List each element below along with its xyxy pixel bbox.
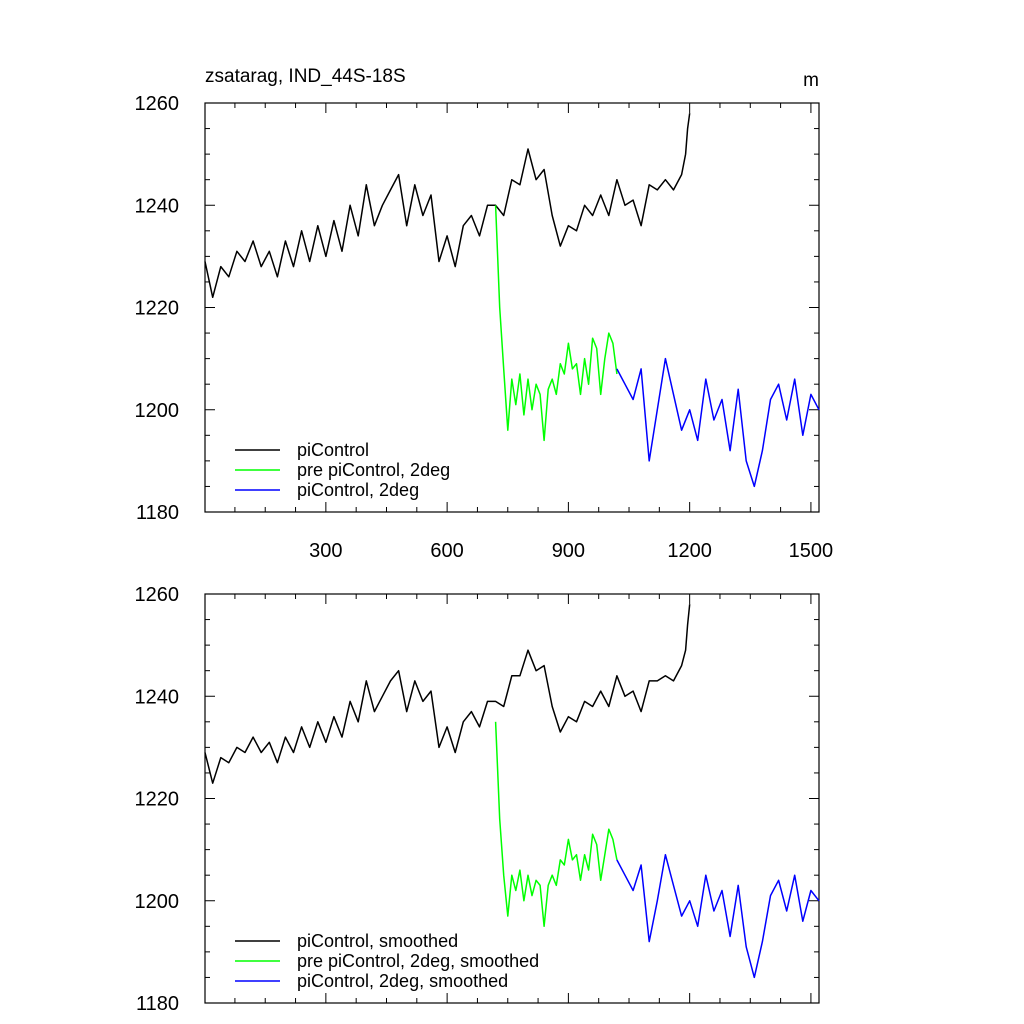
series-line xyxy=(494,721,618,928)
x-tick-label: 300 xyxy=(309,540,342,562)
bottom-panel: 1180 1200 1220 1240 1260 piControl, smoothed… xyxy=(135,584,820,1015)
legend-label: piControl, 2deg xyxy=(297,480,419,500)
series-line xyxy=(204,113,691,299)
axis-ticks: 1180 1200 1220 1240 1260 xyxy=(135,584,819,1015)
x-tick-label: 900 xyxy=(552,540,585,562)
x-tick-label: 1200 xyxy=(667,540,712,562)
y-tick-label: 1240 xyxy=(135,686,180,708)
y-tick-label: 1220 xyxy=(135,789,180,811)
y-tick-label: 1260 xyxy=(135,93,180,115)
axis-ticks: 1180 1200 1220 1240 1260 300 600 900 1200 1500 xyxy=(135,93,834,562)
series-line xyxy=(204,604,691,784)
chart-title: zsatarag, IND_44S-18S xyxy=(205,66,406,87)
series-lines xyxy=(204,604,820,979)
legend-label: piControl, 2deg, smoothed xyxy=(297,971,508,991)
top-panel: zsatarag, IND_44S-18S m 1180 1200 1220 1240… xyxy=(135,66,834,562)
y-tick-label: 1180 xyxy=(136,993,179,1015)
y-tick-label: 1200 xyxy=(135,891,180,913)
series-line xyxy=(616,357,820,488)
legend-label: piControl xyxy=(297,440,369,460)
y-tick-label: 1220 xyxy=(135,298,180,320)
y-tick-label: 1260 xyxy=(135,584,180,606)
series-line xyxy=(494,205,618,442)
legend-label: pre piControl, 2deg xyxy=(297,460,450,480)
series-lines xyxy=(204,113,820,488)
legend-label: pre piControl, 2deg, smoothed xyxy=(297,951,539,971)
x-tick-label: 1500 xyxy=(789,540,834,562)
y-tick-label: 1240 xyxy=(135,195,180,217)
x-tick-label: 600 xyxy=(430,540,463,562)
y-tick-label: 1180 xyxy=(136,502,179,524)
legend-label: piControl, smoothed xyxy=(297,931,458,951)
units-label: m xyxy=(803,70,819,91)
y-tick-label: 1200 xyxy=(135,400,180,422)
series-line xyxy=(616,853,820,979)
